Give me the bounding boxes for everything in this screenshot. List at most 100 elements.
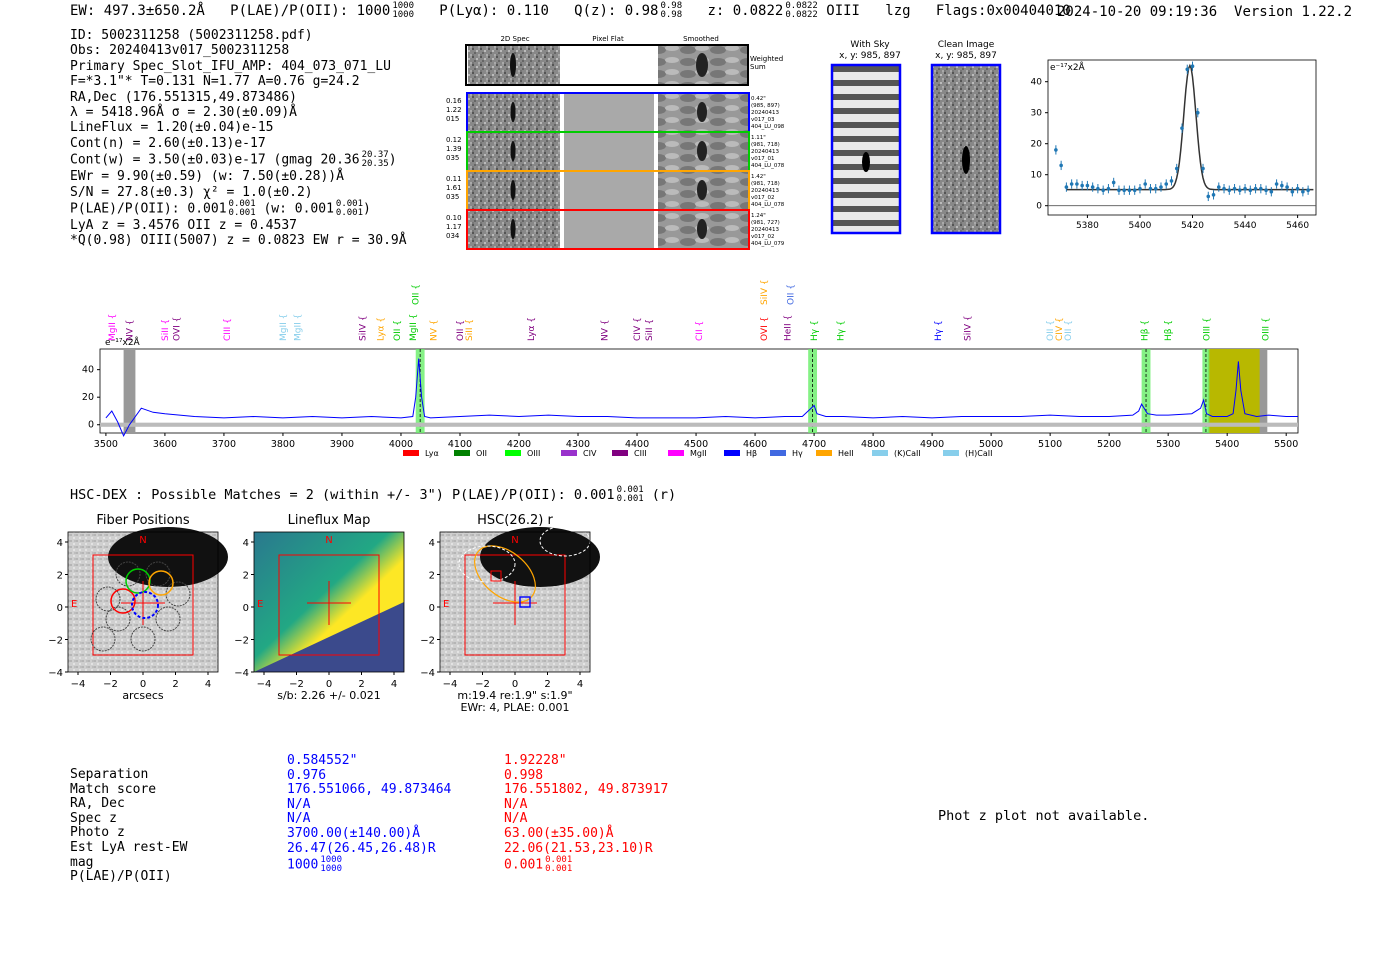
info-ewr: EWr = 9.90(±0.59) (w: 7.50(±0.28))Å [70, 169, 344, 185]
legend-label: (K)CaII [894, 449, 921, 458]
panel-xlabel: arcsecs [122, 689, 164, 702]
line-marker-label: SiII { [161, 319, 171, 341]
cutout-right-label: 20240413 [751, 227, 779, 233]
line-marker-label: Hβ { [1164, 320, 1174, 341]
zoom-points [1054, 61, 1310, 202]
zoom-point [1180, 126, 1184, 130]
zoom-point [1159, 185, 1163, 189]
weighted-label: Weighted [750, 55, 783, 63]
line-marker-label: Lyα { [376, 317, 386, 341]
panel-caption: EWr: 4, PLAE: 0.001 [460, 701, 569, 714]
legend-label: CIV [583, 449, 597, 458]
cutout-right-label: 1.24" [751, 213, 766, 219]
with-sky-image [830, 63, 902, 235]
zoom-point [1190, 64, 1195, 68]
main-xtick: 4700 [802, 439, 826, 450]
cutout-left-label: 0.12 [446, 136, 462, 144]
zoom-point [1153, 186, 1158, 191]
cutout-right-label: 0.42" [751, 96, 766, 102]
timestamp-version: 2024-10-20 09:19:36 Version 1.22.2 [1057, 4, 1352, 20]
main-xtick: 3700 [212, 439, 236, 450]
zoom-point [1248, 188, 1253, 192]
zoom-point [1096, 186, 1100, 191]
line-marker-label: OII { [412, 284, 422, 305]
image-panels: Fiber Positions N E 4 2 0 −2 −4 −4 −2 0 2 4 arcsecs Li… [48, 513, 600, 714]
zoom-point [1243, 186, 1247, 191]
line-marker-label: Lyα { [527, 317, 537, 341]
panel-xtick: 4 [577, 679, 583, 690]
info-obs: Obs: 20240413v017_5002311258 [70, 43, 290, 59]
zoom-point [1290, 189, 1295, 194]
line-marker-label: OII { [393, 320, 403, 341]
east-label: E [257, 599, 263, 610]
panel-xtick: 2 [544, 679, 550, 690]
cutout-flat-row [564, 94, 654, 131]
masked-band [1259, 349, 1268, 433]
main-xtick: 3800 [271, 439, 295, 450]
cutout-right-label: 1.11" [751, 135, 766, 141]
zoom-point [1238, 188, 1242, 192]
legend-swatch [612, 450, 628, 456]
zoom-point [1122, 188, 1126, 192]
zoom-point [1185, 67, 1190, 72]
main-xtick: 4800 [861, 439, 885, 450]
zoom-point [1264, 188, 1268, 192]
info-id: ID: 5002311258 (5002311258.pdf) [70, 28, 313, 43]
main-xtick: 5300 [1156, 439, 1180, 450]
info-oiii: *Q(0.98) OIII(5007) z = 0.0823 EW r = 30… [70, 233, 407, 249]
zoom-point [1195, 110, 1200, 115]
ew-value: EW: 497.3±650.2Å [70, 3, 205, 19]
panel-xtick: −4 [443, 679, 458, 690]
cutout-left-label: 035 [446, 154, 459, 162]
cutout-left-label: 1.22 [446, 106, 462, 114]
clean-image-title: Clean Image [938, 40, 995, 50]
line-marker-label: Hβ { [1141, 320, 1151, 341]
line-marker-label: CIII { [223, 318, 233, 341]
zoom-point [1085, 183, 1090, 188]
main-xtick: 4600 [743, 439, 767, 450]
summary-header: EW: 497.3±650.2Å P(LAE)/P(OII): 1000 1000… [70, 1, 1071, 20]
image-panel: Lineflux Map N E 4 2 0 −2 −4 −4 −2 0 2 4 s/b: 2.26 +/… [234, 513, 405, 702]
zoom-point [1064, 185, 1069, 189]
zoom-point [1148, 186, 1153, 191]
zoom-point [1132, 188, 1137, 192]
legend-label: Hγ [792, 449, 803, 458]
cutout-flat-row [564, 211, 654, 248]
panel-caption: s/b: 2.26 +/- 0.021 [277, 689, 381, 702]
main-ytick: 20 [82, 392, 94, 403]
zoom-point [1090, 185, 1095, 189]
fov-box [278, 554, 380, 656]
match-1-column: 0.584552" 0.976 176.551066, 49.873464 N/… [287, 753, 452, 875]
cutout-right-label: v017_03 [751, 117, 775, 123]
zoom-point [1164, 182, 1169, 186]
panel-xtick: 2 [172, 679, 178, 690]
continuum-band [100, 422, 1298, 427]
info-sn: S/N = 27.8(±0.3) χ² = 1.0(±0.2) [70, 184, 313, 200]
legend-swatch [872, 450, 888, 456]
main-xtick: 3600 [153, 439, 177, 450]
cutout-right-label: 20240413 [751, 149, 779, 155]
main-ytick: 40 [82, 365, 94, 376]
zoom-point [1201, 166, 1205, 171]
north-label: N [511, 535, 518, 546]
zoom-point [1080, 183, 1084, 188]
cutout-left-label: 1.39 [446, 145, 462, 153]
zoom-point [1211, 193, 1216, 197]
panel-caption: m:19.4 re:1.9" s:1.9" [457, 689, 572, 702]
line-marker-label: OVI { [173, 317, 183, 341]
cutout-left-label: 1.17 [446, 223, 462, 231]
cutout-left-label: 034 [446, 232, 460, 240]
zoom-point [1216, 185, 1221, 189]
zoom-point [1075, 182, 1079, 186]
legend-label: (H)CaII [965, 449, 992, 458]
panel-xtick: 0 [326, 679, 332, 690]
main-xtick: 5400 [1215, 439, 1239, 450]
line-marker-label: SiIV { [760, 279, 770, 305]
datetime: 2024-10-20 09:19:36 [1057, 4, 1218, 20]
north-label: N [139, 535, 146, 546]
col-title-smoothed: Smoothed [683, 35, 719, 43]
zoom-point [1306, 188, 1310, 192]
info-lya-z: LyA z = 3.4576 OII z = 0.4537 [70, 218, 297, 234]
panel-ytick: 0 [243, 603, 249, 614]
with-sky-title: With Sky [850, 40, 890, 50]
